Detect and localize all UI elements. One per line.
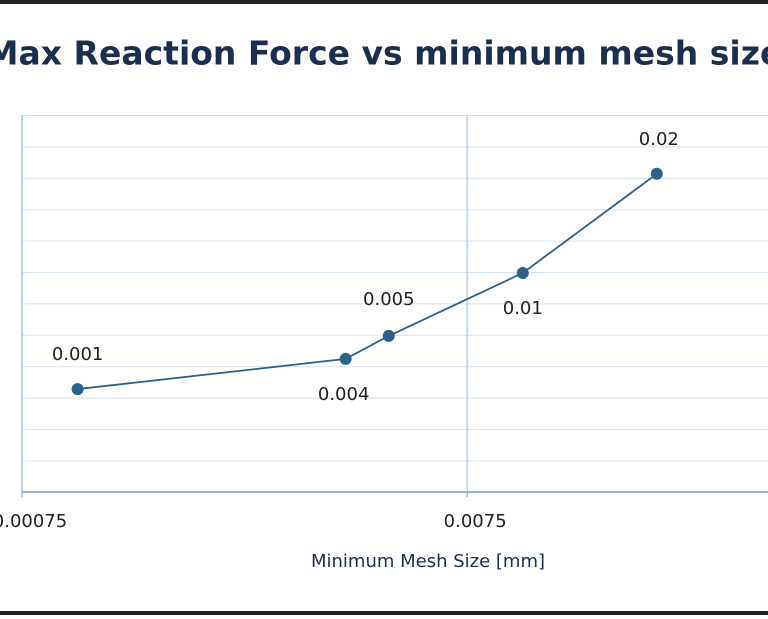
point — [516, 266, 529, 279]
x-tick-label: 0.00075 — [0, 511, 67, 532]
x-axis-label: Minimum Mesh Size [mm] — [311, 551, 545, 572]
point-label: 0.001 — [52, 344, 104, 365]
chart-title: Max Reaction Force vs minimum mesh size — [0, 34, 768, 73]
point-label: 0.004 — [318, 384, 370, 405]
point — [339, 352, 352, 365]
point-label: 0.01 — [503, 298, 543, 319]
point — [382, 329, 395, 342]
point-label: 0.005 — [363, 289, 415, 310]
point — [650, 167, 663, 180]
point-label: 0.02 — [639, 129, 679, 150]
grid-background — [22, 115, 768, 492]
frame-bottom — [0, 611, 768, 615]
x-tick-label: 0.0075 — [444, 511, 507, 532]
frame-top — [0, 0, 768, 4]
point — [71, 383, 84, 396]
